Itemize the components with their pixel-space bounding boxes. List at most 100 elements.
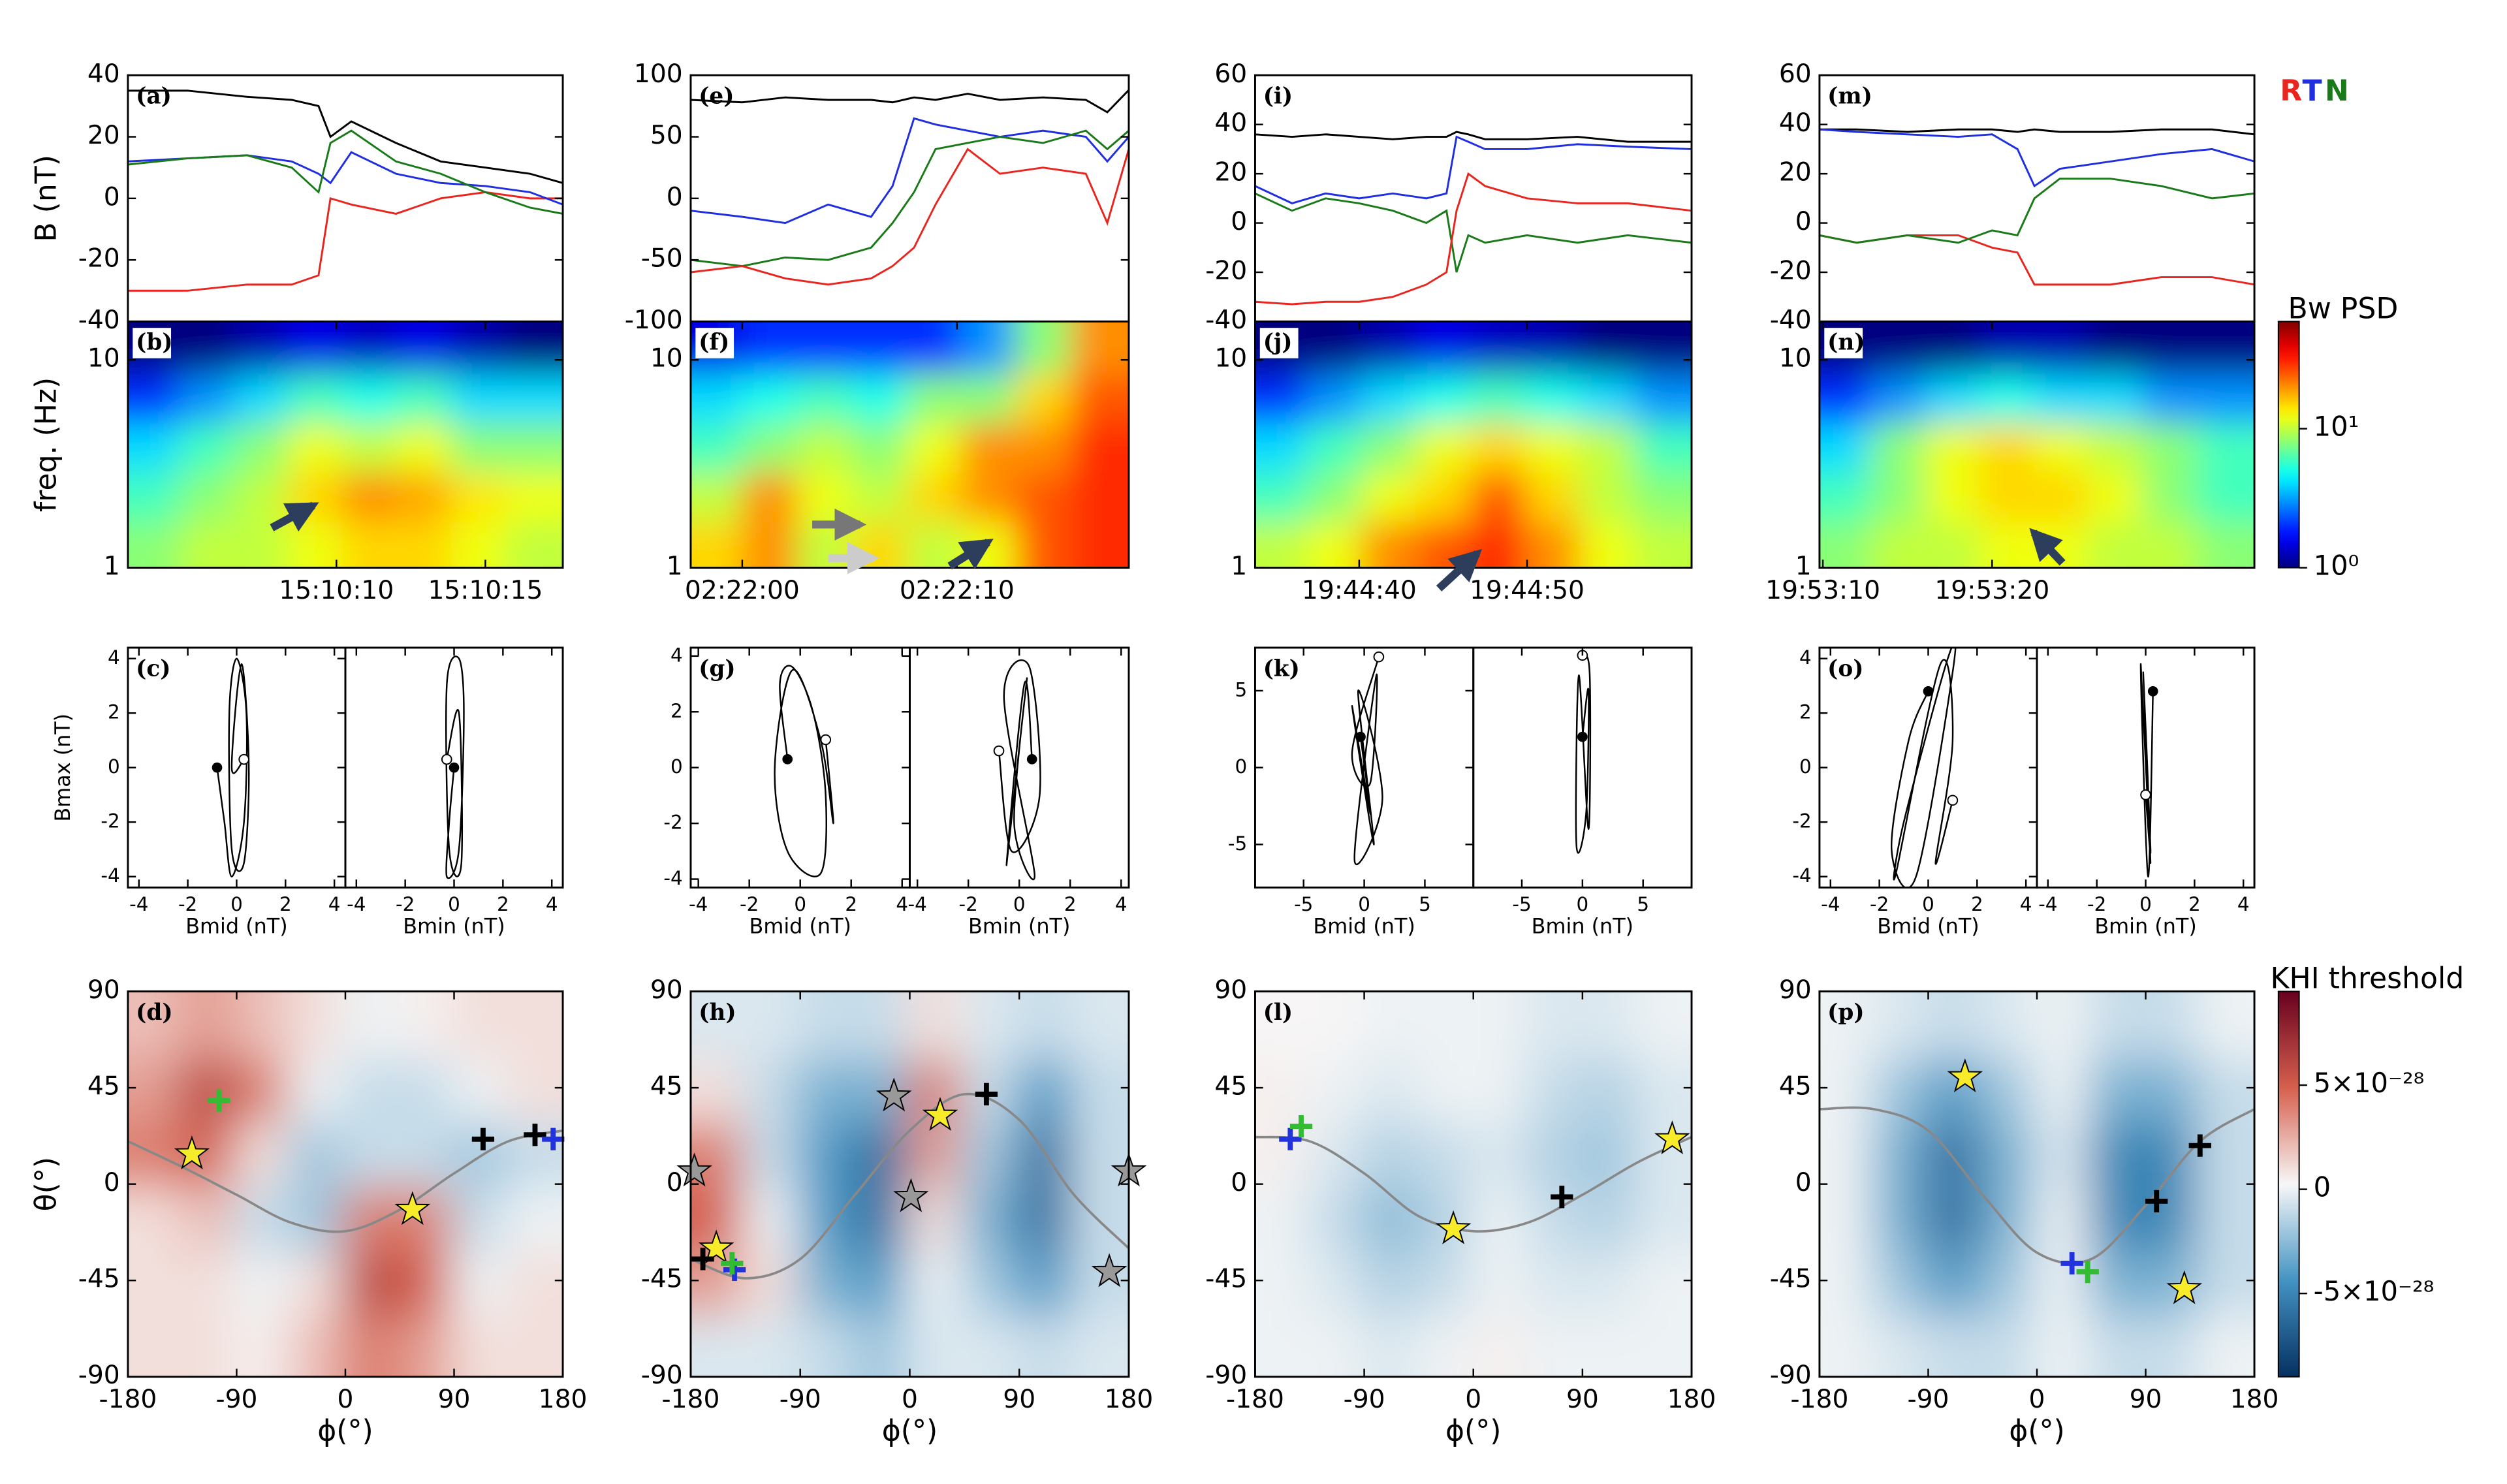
heat-cell: [906, 1116, 968, 1188]
heat-cell: [233, 1052, 294, 1124]
heat-cell: [2088, 321, 2149, 374]
panel-label: (l): [1263, 1000, 1293, 1026]
plot-area: [127, 89, 563, 292]
colorbar-tick-label: 5×10⁻²⁸: [2314, 1067, 2425, 1099]
heat-cell: [127, 515, 186, 568]
heat-cell: [1306, 367, 1368, 424]
x-tick-label: 2: [1971, 893, 1983, 915]
heat-cell: [851, 1052, 913, 1124]
y-axis-label: freq. (Hz): [29, 377, 63, 512]
star-marker: [174, 1135, 210, 1170]
heat-cell: [342, 1116, 403, 1188]
heat-cell: [342, 1309, 403, 1377]
x-tick-label: 0: [794, 893, 806, 915]
heat-cell: [1361, 991, 1423, 1059]
heat-cell: [2142, 466, 2203, 522]
plus-marker: [1551, 1186, 1573, 1208]
heat-cell: [342, 1245, 403, 1316]
hodogram-line: [998, 659, 1041, 881]
heat-cell: [396, 417, 458, 473]
heat-cell: [1819, 466, 1878, 522]
heat-cell: [1016, 367, 1077, 424]
heat-cell: [851, 466, 913, 522]
heat-cell: [1306, 1116, 1368, 1188]
x-tick-label: -4: [347, 893, 366, 915]
heat-cell: [961, 1052, 1023, 1124]
x-tick-label: -4: [129, 893, 148, 915]
frame: [1254, 74, 1693, 323]
panel-label-box: [1259, 328, 1299, 358]
heatmap-cells: [1819, 321, 2255, 568]
heat-cell: [1071, 1052, 1129, 1124]
heat-cell: [505, 417, 563, 473]
heat-cell: [2196, 1309, 2255, 1377]
plus-marker: [2145, 1190, 2168, 1213]
heat-cell: [796, 515, 859, 568]
heat-cell: [796, 1180, 859, 1252]
heat-cell: [1979, 466, 2040, 522]
heat-cell: [1255, 466, 1313, 522]
y-axis-label: Bmax (nT): [50, 714, 75, 822]
x-tick-label: 4: [328, 893, 341, 915]
panel-label: (a): [136, 84, 172, 110]
heat-cell: [1306, 466, 1368, 522]
heat-cell: [1306, 991, 1368, 1059]
heat-cell: [287, 1116, 349, 1188]
heat-cell: [690, 466, 749, 522]
heat-cell: [1579, 1309, 1641, 1377]
heat-cell: [505, 515, 563, 568]
data-line: [1819, 234, 2255, 286]
plus-marker: [524, 1124, 546, 1146]
heat-cell: [1979, 321, 2040, 374]
heat-cell: [1361, 1309, 1423, 1377]
heat-cell: [2088, 1245, 2149, 1316]
heat-cell: [690, 367, 749, 424]
heat-cell: [1633, 417, 1692, 473]
x-tick-label: -2: [2087, 893, 2106, 915]
heat-cell: [127, 1245, 186, 1316]
y-tick-label: 40: [1779, 108, 1812, 138]
data-line: [127, 129, 563, 215]
heat-cell: [179, 417, 240, 473]
heat-cell: [287, 321, 349, 374]
heat-cell: [287, 1180, 349, 1252]
x-tick-label: 0: [2029, 1385, 2045, 1414]
y-tick-label: 45: [1214, 1072, 1247, 1101]
heat-cell: [2142, 1309, 2203, 1377]
heat-cell: [1071, 367, 1129, 424]
heat-cell: [1524, 515, 1586, 568]
star-marker: [2166, 1270, 2203, 1304]
x-tick-label: -2: [178, 893, 197, 915]
y-tick-label: 0: [1795, 1168, 1812, 1197]
y-tick-label: 0: [670, 755, 683, 778]
end-point: [1947, 795, 1959, 806]
heat-cell: [1255, 1309, 1313, 1377]
heat-cell: [690, 515, 749, 568]
heat-cell: [127, 1180, 186, 1252]
plot-area: [127, 321, 563, 568]
heat-cell: [450, 991, 512, 1059]
heat-cell: [2034, 367, 2095, 424]
y-tick-label: 60: [1214, 59, 1247, 89]
heat-cell: [2088, 1309, 2149, 1377]
heat-cell: [796, 1245, 859, 1316]
heat-cell: [742, 417, 804, 473]
y-tick-label: 40: [1214, 108, 1247, 138]
heat-cell: [1925, 1180, 1986, 1252]
heat-cell: [1870, 466, 1932, 522]
x-axis-label: Bmin (nT): [2094, 914, 2196, 939]
heat-cell: [742, 1245, 804, 1316]
heat-cell: [505, 1309, 563, 1377]
hodogram-line: [1891, 648, 1957, 888]
y-tick-label: -45: [1770, 1265, 1812, 1294]
heat-cell: [796, 417, 859, 473]
heat-cell: [233, 466, 294, 522]
arrow: [2029, 528, 2066, 566]
heat-cell: [1255, 417, 1313, 473]
heat-cell: [742, 367, 804, 424]
colorbar: [2277, 990, 2300, 1378]
heat-cell: [1306, 1309, 1368, 1377]
panel-label: (c): [136, 655, 170, 682]
x-axis-label: Bmid (nT): [1877, 914, 1979, 939]
heat-cell: [1870, 1180, 1932, 1252]
